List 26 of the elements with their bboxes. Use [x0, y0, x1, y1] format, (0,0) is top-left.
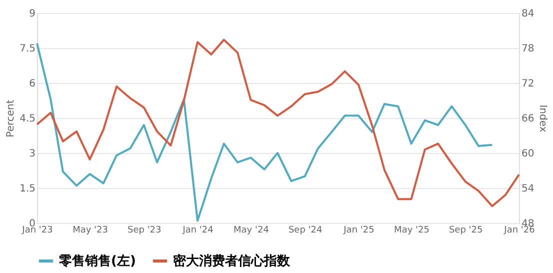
y-tick-label: 4.5	[20, 114, 36, 124]
x-tick-label: May '25	[394, 226, 430, 236]
y2-tick-label: 78	[522, 44, 534, 54]
legend-label: 密大消费者信心指数	[173, 253, 291, 269]
y2-tick-label: 54	[522, 184, 534, 194]
y-tick-label: 3	[29, 148, 36, 160]
y2-tick-label: 60	[522, 148, 534, 160]
y-tick-label: 6	[29, 78, 36, 90]
x-tick-label: Jan '23	[21, 226, 53, 236]
x-tick-label: May '24	[234, 226, 270, 236]
x-tick-label: Jan '24	[182, 226, 214, 236]
x-tick-label: Sep '25	[448, 226, 483, 236]
y2-axis-title: Index	[537, 104, 548, 132]
y-tick-label: 7.5	[20, 44, 36, 54]
y2-tick-label: 84	[522, 8, 534, 20]
legend-label: 零售销售(左)	[58, 254, 136, 269]
x-tick-label: Sep '24	[288, 226, 322, 236]
x-tick-label: May '23	[72, 226, 108, 236]
y-tick-label: 1.5	[20, 184, 36, 194]
x-tick-label: Sep '23	[127, 226, 162, 236]
x-tick-label: Jan '26	[503, 226, 536, 236]
y2-tick-label: 66	[522, 114, 534, 124]
y2-tick-label: 72	[522, 78, 534, 90]
x-tick-label: Jan '25	[342, 226, 374, 236]
y-axis-title: Percent	[6, 100, 17, 138]
y-tick-label: 9	[29, 8, 36, 20]
